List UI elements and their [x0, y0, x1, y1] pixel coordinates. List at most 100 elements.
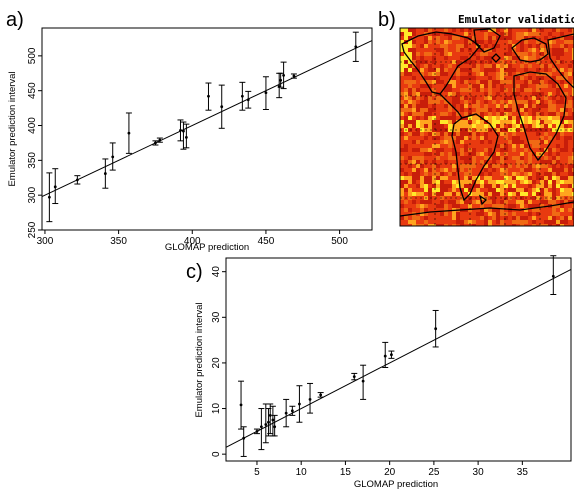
map-cell: [528, 160, 532, 164]
map-cell: [496, 144, 500, 148]
map-cell: [508, 108, 512, 112]
map-cell: [508, 124, 512, 128]
map-cell: [432, 164, 436, 168]
map-cell: [532, 80, 536, 84]
map-cell: [544, 188, 548, 192]
map-cell: [484, 216, 488, 220]
map-cell: [528, 212, 532, 216]
map-cell: [408, 96, 412, 100]
map-cell: [424, 108, 428, 112]
map-cell: [464, 180, 468, 184]
map-cell: [488, 64, 492, 68]
map-cell: [468, 204, 472, 208]
panel-c-data-point: [383, 354, 387, 358]
map-cell: [420, 72, 424, 76]
map-cell: [504, 216, 508, 220]
map-cell: [416, 112, 420, 116]
panel-c-data-point: [255, 429, 259, 433]
map-cell: [400, 56, 404, 60]
map-cell: [440, 48, 444, 52]
map-cell: [540, 116, 544, 120]
map-cell: [400, 28, 404, 32]
map-cell: [420, 224, 424, 226]
map-cell: [460, 80, 464, 84]
map-cell: [532, 128, 536, 132]
map-cell: [564, 120, 568, 124]
map-cell: [484, 176, 488, 180]
map-cell: [532, 52, 536, 56]
map-cell: [432, 144, 436, 148]
map-cell: [432, 80, 436, 84]
map-cell: [404, 136, 408, 140]
map-cell: [556, 132, 560, 136]
map-cell: [516, 32, 520, 36]
map-cell: [448, 144, 452, 148]
panel-c-data-point: [319, 393, 323, 397]
map-cell: [500, 76, 504, 80]
map-cell: [412, 44, 416, 48]
map-cell: [484, 44, 488, 48]
map-cell: [432, 32, 436, 36]
map-cell: [540, 148, 544, 152]
map-cell: [400, 204, 404, 208]
map-cell: [564, 124, 568, 128]
map-cell: [508, 48, 512, 52]
map-cell: [408, 48, 412, 52]
map-cell: [484, 104, 488, 108]
map-cell: [528, 120, 532, 124]
map-cell: [480, 172, 484, 176]
map-cell: [556, 168, 560, 172]
map-cell: [572, 160, 574, 164]
map-cell: [408, 188, 412, 192]
map-cell: [468, 40, 472, 44]
panel-a-data-point: [292, 74, 296, 78]
map-cell: [480, 124, 484, 128]
map-cell: [416, 92, 420, 96]
map-cell: [460, 220, 464, 224]
map-cell: [552, 180, 556, 184]
map-cell: [476, 84, 480, 88]
map-cell: [536, 68, 540, 72]
map-cell: [536, 144, 540, 148]
map-cell: [548, 216, 552, 220]
map-cell: [476, 132, 480, 136]
map-cell: [568, 104, 572, 108]
map-cell: [512, 172, 516, 176]
map-cell: [536, 196, 540, 200]
map-cell: [440, 176, 444, 180]
map-cell: [448, 124, 452, 128]
panel-a-data-point: [207, 94, 210, 98]
map-cell: [568, 188, 572, 192]
map-cell: [440, 68, 444, 72]
map-cell: [468, 164, 472, 168]
map-cell: [520, 76, 524, 80]
map-cell: [484, 56, 488, 60]
panel-a-plot-frame: [41, 27, 373, 231]
map-cell: [516, 192, 520, 196]
map-cell: [492, 188, 496, 192]
map-cell: [540, 140, 544, 144]
map-cell: [460, 136, 464, 140]
map-cell: [540, 64, 544, 68]
map-cell: [484, 184, 488, 188]
map-cell: [400, 156, 404, 160]
map-cell: [416, 172, 420, 176]
map-cell: [460, 120, 464, 124]
map-cell: [408, 72, 412, 76]
panel-c-xtick-label: 20: [384, 467, 396, 478]
map-cell: [528, 184, 532, 188]
map-cell: [424, 208, 428, 212]
map-cell: [500, 200, 504, 204]
map-cell: [476, 80, 480, 84]
map-cell: [452, 172, 456, 176]
map-cell: [484, 164, 488, 168]
map-cell: [544, 164, 548, 168]
panel-a-data-point: [47, 195, 51, 199]
map-cell: [472, 104, 476, 108]
map-cell: [552, 120, 556, 124]
map-cell: [568, 180, 572, 184]
map-cell: [428, 100, 432, 104]
map-cell: [436, 132, 440, 136]
map-cell: [492, 96, 496, 100]
